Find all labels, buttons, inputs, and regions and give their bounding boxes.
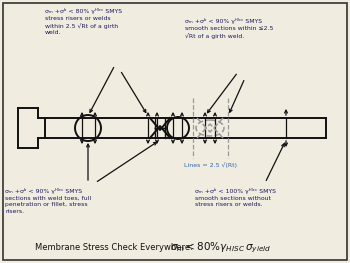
Text: σₘ +σᵇ < 80% γᴴᴵᶜᶜ SMYS
stress risers or welds
within 2.5 √Rt of a girth
weld.: σₘ +σᵇ < 80% γᴴᴵᶜᶜ SMYS stress risers or…: [45, 8, 122, 35]
Text: σₘ +σᵇ < 90% γᴴᴵᶜᶜ SMYS
smooth sections within ≤2.5
√Rt of a girth weld.: σₘ +σᵇ < 90% γᴴᴵᶜᶜ SMYS smooth sections …: [185, 18, 273, 39]
Text: Membrane Stress Check Everywhere:: Membrane Stress Check Everywhere:: [35, 244, 198, 252]
Text: σₘ +σᵇ < 100% γᴴᴵᶜᶜ SMYS
smooth sections without
stress risers or welds.: σₘ +σᵇ < 100% γᴴᴵᶜᶜ SMYS smooth sections…: [195, 188, 276, 207]
Text: σₘ +σᵇ < 90% γᴴᴵᶜᶜ SMYS
sections with weld toes, full
penetration or fillet, str: σₘ +σᵇ < 90% γᴴᴵᶜᶜ SMYS sections with we…: [5, 188, 91, 214]
Text: $\sigma_m < 80\%\gamma_{HISC}\,\sigma_{yield}$: $\sigma_m < 80\%\gamma_{HISC}\,\sigma_{y…: [170, 241, 271, 255]
Text: Lines = 2.5 √(Rt): Lines = 2.5 √(Rt): [183, 162, 237, 168]
